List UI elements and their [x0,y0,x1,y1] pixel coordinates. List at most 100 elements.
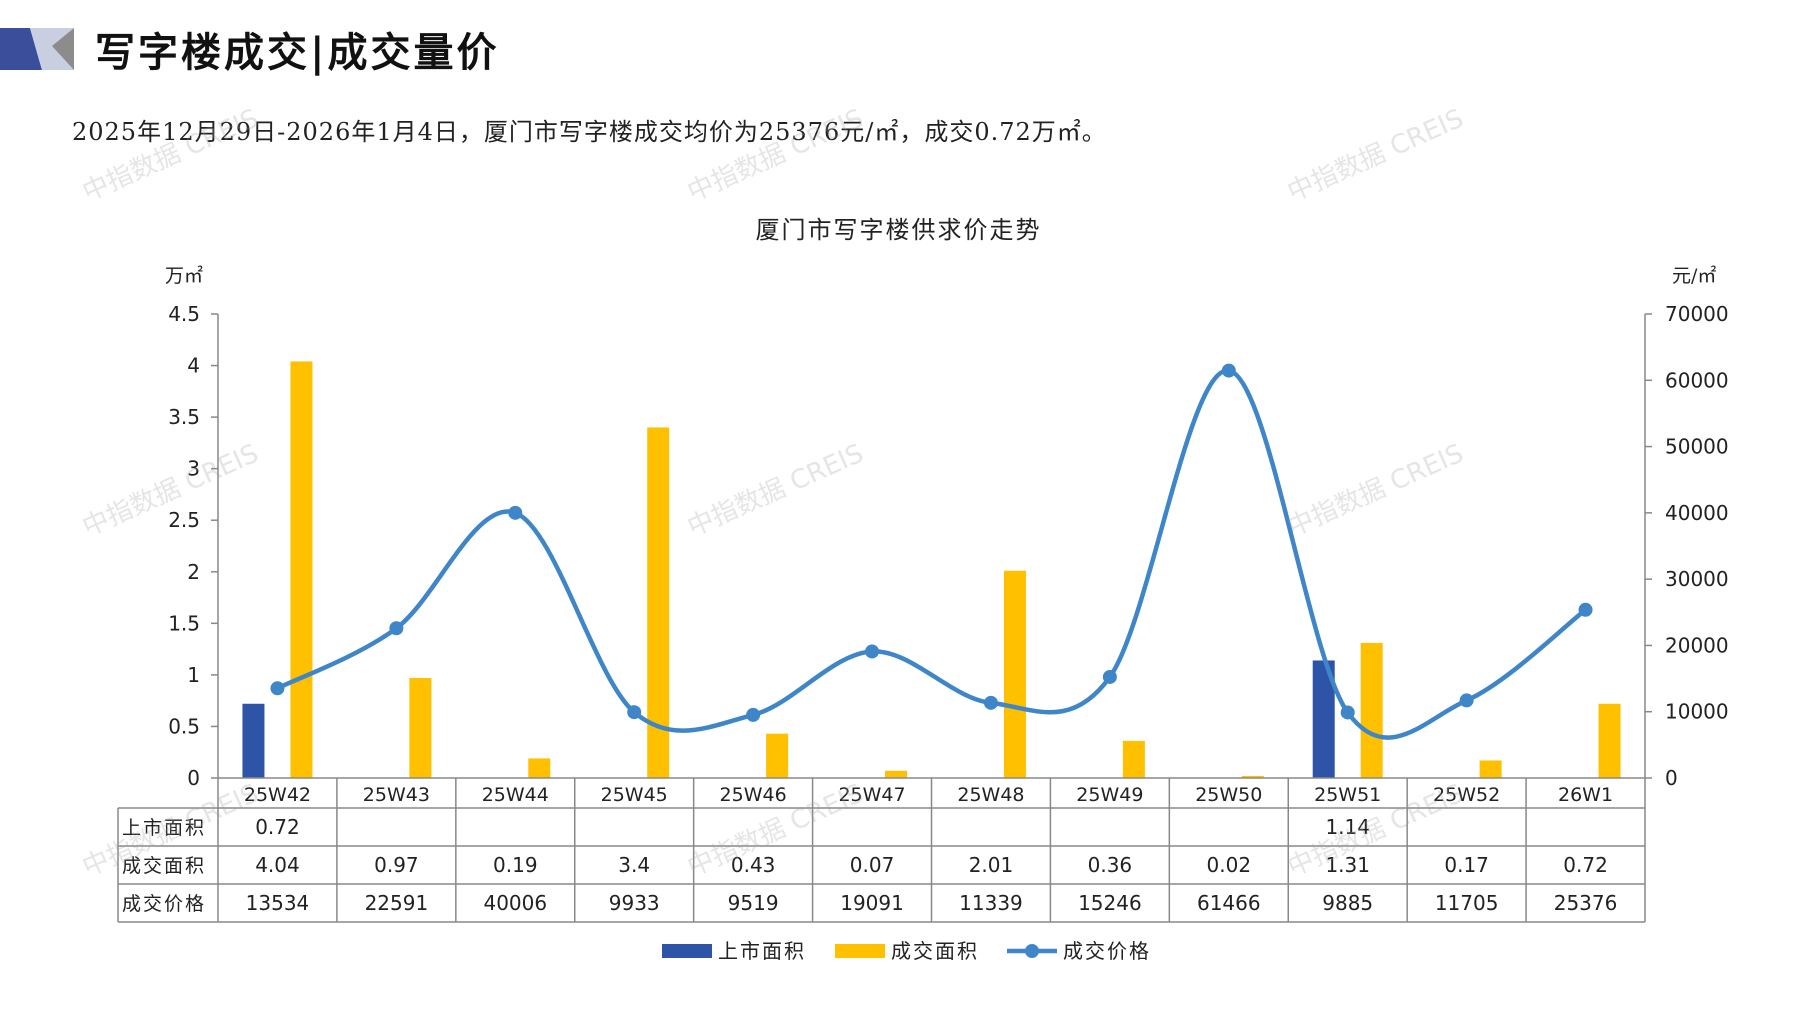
point-deal-price [270,681,285,696]
table-cell-value: 13534 [246,891,310,915]
left-tick-label: 3.5 [168,405,200,429]
legend-label: 上市面积 [718,939,806,963]
x-tick-label: 25W42 [244,784,311,806]
legend-label: 成交面积 [891,939,979,963]
x-tick-label: 25W44 [482,784,549,806]
table-cell-value: 9933 [609,891,660,915]
table-cell-value: 3.4 [618,853,650,877]
bar-deal-area [528,758,551,778]
left-tick-label: 2 [187,560,200,584]
table-cell-value: 0.19 [493,853,538,877]
table-cell-value: 9885 [1322,891,1373,915]
bar-deal-area [1479,760,1502,778]
logo-dark-shape [0,28,42,70]
x-tick-label: 25W46 [720,784,787,806]
bar-deal-area [1241,775,1264,778]
table-row-label: 成交价格 [122,893,206,915]
bar-deal-area [766,733,789,778]
point-deal-price [746,707,761,722]
right-axis-unit: 元/㎡ [1672,264,1716,287]
point-deal-price [1459,693,1474,708]
table-cell-value: 19091 [840,891,904,915]
table-cell-value: 0.97 [374,853,419,877]
bar-supply-area [242,703,265,778]
bar-deal-area [1122,740,1145,778]
right-tick-label: 50000 [1665,435,1729,459]
table-cell-value: 11339 [959,891,1023,915]
right-tick-label: 40000 [1665,501,1729,525]
point-deal-price [1102,669,1117,684]
bar-deal-area [1003,570,1026,778]
table-cell-value: 61466 [1197,891,1261,915]
x-tick-label: 25W49 [1076,784,1143,806]
chart-title: 厦门市写字楼供求价走势 [755,216,1042,244]
bar-deal-area [290,361,313,778]
point-deal-price [983,695,998,710]
right-tick-label: 60000 [1665,368,1729,392]
right-tick-label: 30000 [1665,567,1729,591]
left-tick-label: 1 [187,663,200,687]
point-deal-price [1340,705,1355,720]
bar-deal-area [1598,703,1621,778]
left-tick-label: 4 [187,354,200,378]
bar-deal-area [885,770,908,778]
x-tick-label: 25W43 [363,784,430,806]
table-cell-value: 15246 [1078,891,1142,915]
bar-deal-area [647,427,670,778]
legend-swatch [835,944,885,958]
table-cell-value: 0.36 [1088,853,1133,877]
page-title: 写字楼成交|成交量价 [95,29,500,76]
left-tick-label: 3 [187,457,200,481]
logo-gray-shape [52,28,74,70]
brand-logo [0,28,74,70]
point-deal-price [1221,363,1236,378]
x-tick-label: 25W51 [1314,784,1381,806]
table-cell-value: 4.04 [255,853,300,877]
table-cell-value: 11705 [1435,891,1499,915]
x-tick-label: 25W45 [601,784,668,806]
table-cell-value: 2.01 [969,853,1014,877]
x-tick-label: 25W52 [1433,784,1500,806]
table-cell-value: 9519 [728,891,779,915]
right-tick-label: 20000 [1665,633,1729,657]
left-axis-unit: 万㎡ [165,264,203,287]
table-cell-value: 1.14 [1325,815,1370,839]
table-cell-value: 22591 [365,891,429,915]
table-cell-value: 0.72 [255,815,300,839]
left-tick-label: 1.5 [168,611,200,635]
x-tick-label: 25W48 [957,784,1024,806]
point-deal-price [1578,602,1593,617]
table-cell-value: 1.31 [1325,853,1370,877]
left-tick-label: 4.5 [168,302,200,326]
right-tick-label: 70000 [1665,302,1729,326]
right-tick-label: 0 [1665,766,1678,790]
table-row-label: 成交面积 [122,855,206,877]
point-deal-price [508,505,523,520]
left-tick-label: 0 [187,766,200,790]
left-tick-label: 2.5 [168,508,200,532]
left-tick-label: 0.5 [168,714,200,738]
line-deal-price [276,368,1587,740]
bar-deal-area [1360,642,1383,778]
table-cell-value: 0.02 [1207,853,1252,877]
x-tick-label: 25W50 [1195,784,1262,806]
table-cell-value: 25376 [1554,891,1618,915]
summary-text: 2025年12月29日-2026年1月4日，厦门市写字楼成交均价为25376元/… [72,118,1107,146]
table-row-label: 上市面积 [122,817,206,839]
bar-supply-area [1312,660,1335,778]
table-cell-value: 40006 [483,891,547,915]
point-deal-price [627,705,642,720]
table-cell-value: 0.07 [850,853,895,877]
point-deal-price [389,621,404,636]
right-tick-label: 10000 [1665,700,1729,724]
legend-label: 成交价格 [1063,939,1151,963]
point-deal-price [865,644,880,659]
x-tick-label: 25W47 [838,784,905,806]
legend-swatch-marker [1025,944,1039,958]
legend-swatch [662,944,712,958]
x-tick-label: 26W1 [1558,784,1613,806]
bar-deal-area [409,677,432,778]
table-cell-value: 0.72 [1563,853,1608,877]
table-cell-value: 0.43 [731,853,776,877]
